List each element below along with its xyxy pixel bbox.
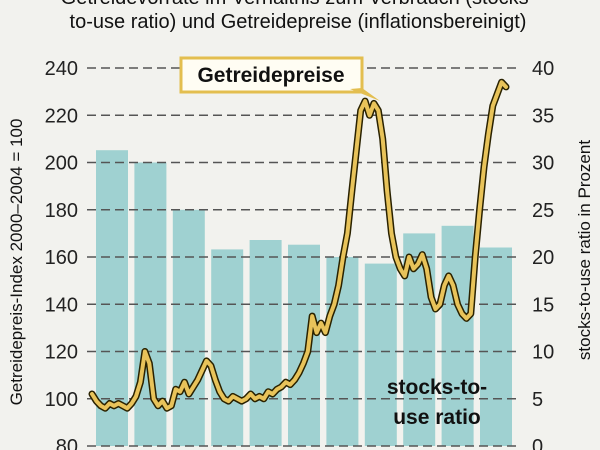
left-axis-ticks: 240 220 200 180 160 140 120 100 80 <box>45 58 78 450</box>
bar-3 <box>172 209 205 447</box>
ratio-annotation-line-2: use ratio <box>393 406 481 429</box>
right-tick-label: 25 <box>532 200 554 222</box>
right-axis-label: stocks-to-use ratio in Prozent <box>575 140 594 360</box>
ratio-annotation: stocks-to- use ratio <box>387 376 487 429</box>
left-tick-label: 180 <box>45 200 78 222</box>
right-tick-label: 10 <box>532 342 554 364</box>
left-tick-label: 80 <box>56 436 78 450</box>
price-line <box>88 78 510 412</box>
bar-10 <box>441 225 474 446</box>
price-label-frame <box>179 56 364 94</box>
right-tick-label: 30 <box>532 153 554 175</box>
right-axis-ticks: 40 35 30 25 20 15 10 5 0 <box>532 58 554 450</box>
chart-header: Getreidevorräte im Verhältnis zum Verbra… <box>61 0 536 33</box>
left-tick-label: 200 <box>45 153 78 175</box>
bar-8 <box>364 263 397 446</box>
bar-4 <box>211 249 244 446</box>
left-tick-label: 100 <box>45 389 78 411</box>
bar-5 <box>249 240 282 446</box>
left-tick-label: 220 <box>45 105 78 127</box>
left-tick-label: 160 <box>45 247 78 269</box>
right-tick-label: 20 <box>532 247 554 269</box>
left-tick-label: 120 <box>45 342 78 364</box>
right-tick-label: 0 <box>532 436 543 450</box>
left-tick-label: 140 <box>45 294 78 316</box>
right-tick-label: 40 <box>532 58 554 80</box>
price-label-text: Getreidepreise <box>197 64 344 87</box>
right-tick-label: 35 <box>532 105 554 127</box>
bar-1 <box>96 150 128 446</box>
chart-header-line-1: Getreidevorräte im Verhältnis zum Verbra… <box>61 0 536 9</box>
right-tick-label: 15 <box>532 294 554 316</box>
left-axis-label: Getreidepreis-Index 2000–2004 = 100 <box>7 119 26 406</box>
price-label-pointer <box>350 88 380 101</box>
left-tick-label: 240 <box>45 58 78 80</box>
chart-header-line-2: to-use ratio) und Getreidepreise (inflat… <box>70 11 527 33</box>
bar-6 <box>288 244 320 446</box>
price-label-box: Getreidepreise <box>179 56 380 101</box>
ratio-annotation-line-1: stocks-to- <box>387 376 487 399</box>
price-line-stroke <box>90 80 508 411</box>
right-tick-label: 5 <box>532 389 543 411</box>
bar-11 <box>480 247 512 446</box>
